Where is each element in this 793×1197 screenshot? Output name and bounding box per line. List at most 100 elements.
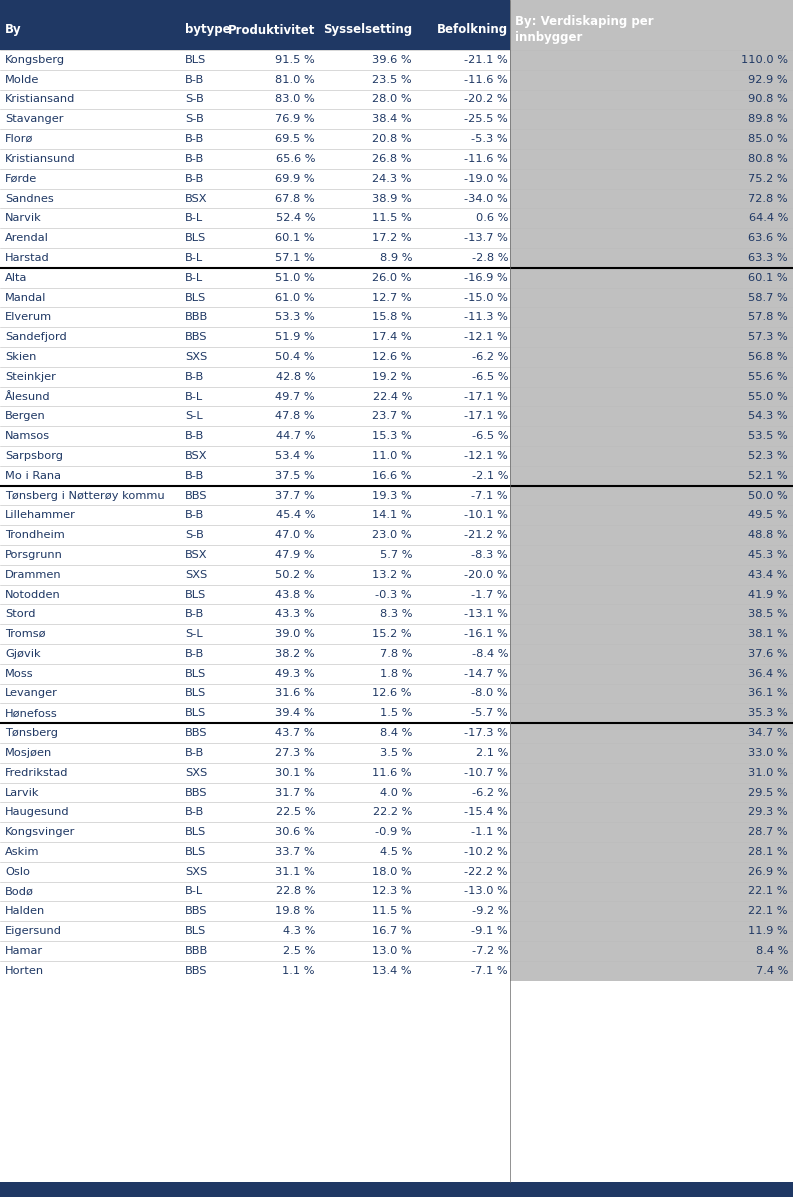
Text: 81.0 %: 81.0 % <box>275 74 315 85</box>
Bar <box>0 1181 793 1197</box>
Text: 54.3 %: 54.3 % <box>749 412 788 421</box>
Text: 8.4 %: 8.4 % <box>756 946 788 956</box>
Text: 19.3 %: 19.3 % <box>372 491 412 500</box>
Text: 39.0 %: 39.0 % <box>275 630 315 639</box>
Text: 15.8 %: 15.8 % <box>372 312 412 322</box>
Text: 64.4 %: 64.4 % <box>749 213 788 224</box>
Bar <box>0 169 510 189</box>
Text: 22.1 %: 22.1 % <box>749 887 788 897</box>
Text: -20.2 %: -20.2 % <box>465 95 508 104</box>
Bar <box>510 723 793 743</box>
Bar <box>0 604 510 624</box>
Text: 13.2 %: 13.2 % <box>373 570 412 579</box>
Bar <box>0 50 510 69</box>
Bar <box>0 565 510 584</box>
Text: 90.8 %: 90.8 % <box>749 95 788 104</box>
Text: Trondheim: Trondheim <box>5 530 65 540</box>
Text: Namsos: Namsos <box>5 431 50 442</box>
Text: -8.4 %: -8.4 % <box>472 649 508 658</box>
Bar <box>510 268 793 287</box>
Text: -19.0 %: -19.0 % <box>464 174 508 183</box>
Text: -7.2 %: -7.2 % <box>472 946 508 956</box>
Text: Ålesund: Ålesund <box>5 391 51 401</box>
Bar <box>0 69 510 90</box>
Text: B-B: B-B <box>185 174 205 183</box>
Text: Bergen: Bergen <box>5 412 46 421</box>
Text: 75.2 %: 75.2 % <box>749 174 788 183</box>
Text: Larvik: Larvik <box>5 788 40 797</box>
Text: 2.1 %: 2.1 % <box>476 748 508 758</box>
Bar <box>0 287 510 308</box>
Bar <box>510 802 793 822</box>
Bar <box>0 129 510 148</box>
Text: Kongsvinger: Kongsvinger <box>5 827 75 837</box>
Bar <box>510 189 793 208</box>
Text: 43.8 %: 43.8 % <box>275 589 315 600</box>
Bar <box>510 426 793 446</box>
Text: 42.8 %: 42.8 % <box>275 372 315 382</box>
Text: 11.5 %: 11.5 % <box>372 213 412 224</box>
Bar <box>0 407 510 426</box>
Text: 29.3 %: 29.3 % <box>749 807 788 818</box>
Text: -9.2 %: -9.2 % <box>472 906 508 916</box>
Text: By: By <box>5 24 21 36</box>
Text: B-B: B-B <box>185 510 205 521</box>
Bar <box>510 822 793 841</box>
Bar <box>510 347 793 366</box>
Text: 53.3 %: 53.3 % <box>275 312 315 322</box>
Text: Sarpsborg: Sarpsborg <box>5 451 63 461</box>
Text: Sandefjord: Sandefjord <box>5 332 67 342</box>
Text: -22.2 %: -22.2 % <box>465 867 508 876</box>
Bar <box>0 148 510 169</box>
Text: Bodø: Bodø <box>5 887 34 897</box>
Text: 7.4 %: 7.4 % <box>756 966 788 976</box>
Bar <box>510 624 793 644</box>
Text: 52.3 %: 52.3 % <box>749 451 788 461</box>
Text: 91.5 %: 91.5 % <box>275 55 315 65</box>
Text: B-B: B-B <box>185 807 205 818</box>
Text: 1.1 %: 1.1 % <box>282 966 315 976</box>
Text: 22.4 %: 22.4 % <box>373 391 412 401</box>
Text: SXS: SXS <box>185 570 207 579</box>
Text: Tønsberg i Nøtterøy kommu: Tønsberg i Nøtterøy kommu <box>5 491 165 500</box>
Text: 22.1 %: 22.1 % <box>749 906 788 916</box>
Text: 43.7 %: 43.7 % <box>275 728 315 739</box>
Bar <box>510 486 793 505</box>
Text: Notodden: Notodden <box>5 589 61 600</box>
Text: Førde: Førde <box>5 174 37 183</box>
Text: Mandal: Mandal <box>5 292 46 303</box>
Text: innbygger: innbygger <box>515 31 582 44</box>
Text: 17.4 %: 17.4 % <box>373 332 412 342</box>
Text: 52.4 %: 52.4 % <box>275 213 315 224</box>
Text: BBB: BBB <box>185 946 209 956</box>
Text: 0.6 %: 0.6 % <box>476 213 508 224</box>
Text: BLS: BLS <box>185 589 206 600</box>
Text: -21.2 %: -21.2 % <box>465 530 508 540</box>
Text: 23.0 %: 23.0 % <box>373 530 412 540</box>
Text: 47.8 %: 47.8 % <box>275 412 315 421</box>
Text: 53.4 %: 53.4 % <box>275 451 315 461</box>
Text: 41.9 %: 41.9 % <box>749 589 788 600</box>
Text: 53.5 %: 53.5 % <box>749 431 788 442</box>
Text: 55.6 %: 55.6 % <box>749 372 788 382</box>
Bar <box>0 268 510 287</box>
Text: BBS: BBS <box>185 728 208 739</box>
Text: 8.3 %: 8.3 % <box>380 609 412 619</box>
Bar <box>0 525 510 545</box>
Text: -5.3 %: -5.3 % <box>471 134 508 144</box>
Bar <box>510 208 793 229</box>
Text: Steinkjer: Steinkjer <box>5 372 56 382</box>
Text: -13.0 %: -13.0 % <box>464 887 508 897</box>
Text: BLS: BLS <box>185 926 206 936</box>
Text: 45.4 %: 45.4 % <box>275 510 315 521</box>
Text: 23.5 %: 23.5 % <box>373 74 412 85</box>
Text: 29.5 %: 29.5 % <box>749 788 788 797</box>
Text: 20.8 %: 20.8 % <box>373 134 412 144</box>
Bar <box>510 69 793 90</box>
Bar <box>510 50 793 69</box>
Bar <box>510 762 793 783</box>
Text: 13.4 %: 13.4 % <box>373 966 412 976</box>
Text: BBB: BBB <box>185 312 209 322</box>
Text: Kristiansand: Kristiansand <box>5 95 75 104</box>
Bar <box>510 446 793 466</box>
